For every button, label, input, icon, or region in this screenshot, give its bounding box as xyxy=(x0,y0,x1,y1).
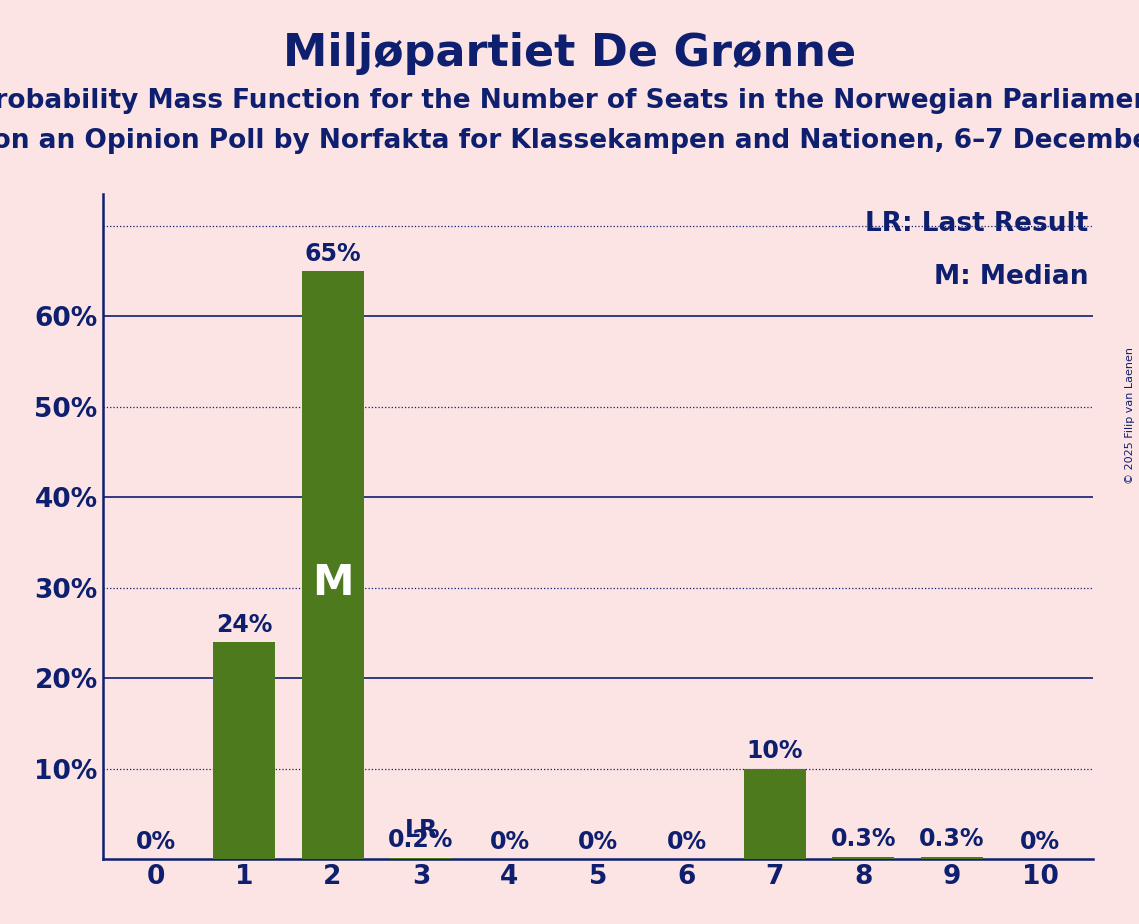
Text: 0.3%: 0.3% xyxy=(919,827,984,851)
Bar xyxy=(213,642,274,859)
Bar xyxy=(833,857,894,859)
Text: 0%: 0% xyxy=(490,830,530,854)
Bar xyxy=(744,769,806,859)
Text: 0.3%: 0.3% xyxy=(830,827,896,851)
Text: 0%: 0% xyxy=(577,830,618,854)
Text: LR: Last Result: LR: Last Result xyxy=(866,211,1089,237)
Text: M: M xyxy=(312,562,353,603)
Text: 65%: 65% xyxy=(304,241,361,265)
Text: LR: LR xyxy=(404,818,437,842)
Text: 24%: 24% xyxy=(216,613,272,637)
Text: 0%: 0% xyxy=(666,830,706,854)
Text: © 2025 Filip van Laenen: © 2025 Filip van Laenen xyxy=(1125,347,1134,484)
Bar xyxy=(390,857,452,859)
Text: 0%: 0% xyxy=(136,830,175,854)
Bar xyxy=(921,857,983,859)
Text: M: Median: M: Median xyxy=(934,264,1089,290)
Text: 0.2%: 0.2% xyxy=(388,828,453,852)
Text: Based on an Opinion Poll by Norfakta for Klassekampen and Nationen, 6–7 December: Based on an Opinion Poll by Norfakta for… xyxy=(0,128,1139,153)
Text: Miljøpartiet De Grønne: Miljøpartiet De Grønne xyxy=(282,32,857,76)
Text: 10%: 10% xyxy=(747,739,803,763)
Bar xyxy=(302,271,363,859)
Text: Probability Mass Function for the Number of Seats in the Norwegian Parliament: Probability Mass Function for the Number… xyxy=(0,88,1139,114)
Text: 0%: 0% xyxy=(1021,830,1060,854)
